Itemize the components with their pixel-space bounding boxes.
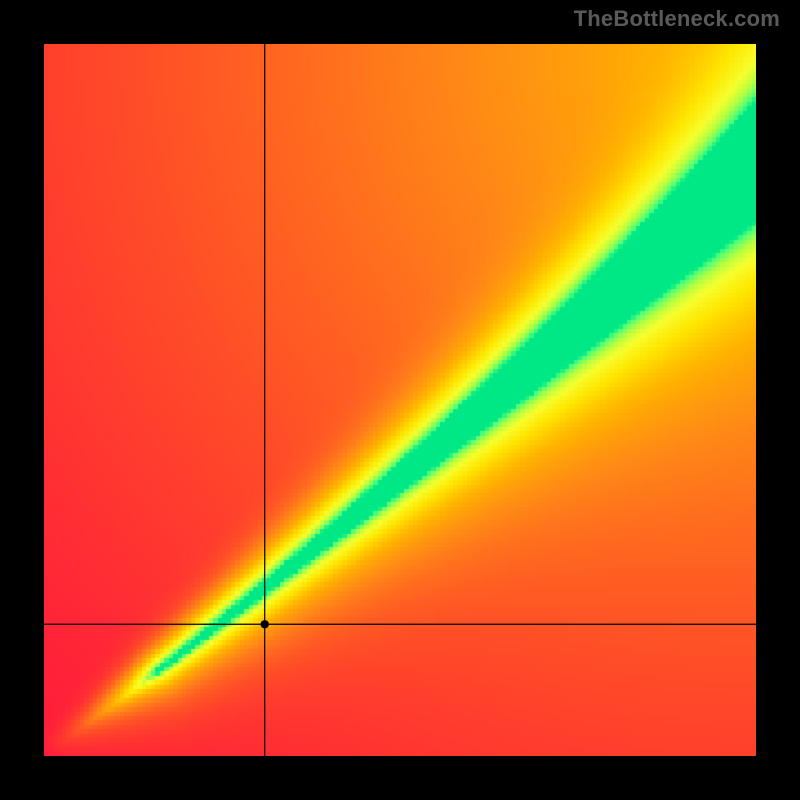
watermark-text: TheBottleneck.com	[574, 6, 780, 32]
bottleneck-heatmap	[44, 44, 756, 756]
